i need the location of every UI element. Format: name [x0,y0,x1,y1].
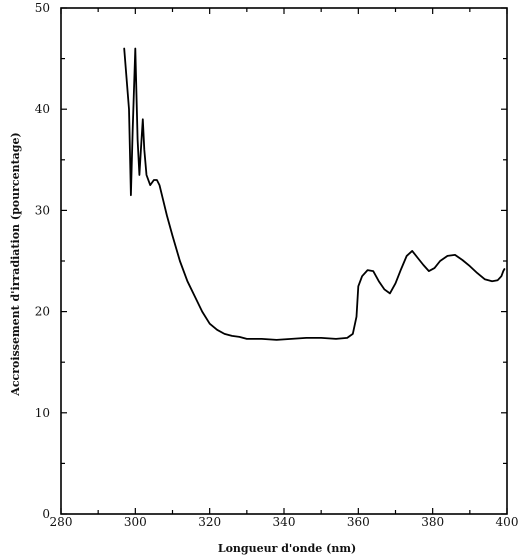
series-line-0 [123,47,506,341]
y-axis-title: Accroissement d'irradiation (pourcentage… [9,132,22,396]
y-tick-label-50: 50 [35,1,50,15]
y-tick-label-0: 0 [42,507,50,521]
x-tick-label-320: 320 [198,515,221,529]
x-tick-label-300: 300 [124,515,147,529]
x-axis-title: Longueur d'onde (nm) [218,542,356,555]
y-tick-label-40: 40 [35,102,50,116]
x-tick-label-280: 280 [50,515,73,529]
x-tick-label-360: 360 [347,515,370,529]
y-tick-label-20: 20 [35,305,50,319]
y-tick-label-10: 10 [35,406,50,420]
y-tick-label-30: 30 [35,203,50,217]
x-tick-label-380: 380 [421,515,444,529]
x-tick-label-400: 400 [496,515,519,529]
x-tick-label-340: 340 [273,515,296,529]
